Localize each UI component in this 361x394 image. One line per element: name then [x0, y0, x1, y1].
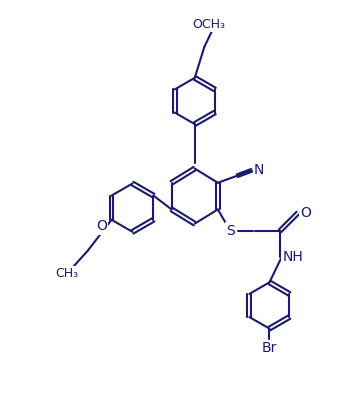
Text: Br: Br: [262, 341, 277, 355]
Text: O: O: [300, 206, 311, 220]
Text: N: N: [253, 164, 264, 177]
Text: OCH₃: OCH₃: [192, 18, 226, 31]
Text: CH₃: CH₃: [55, 267, 78, 280]
Text: NH: NH: [282, 251, 303, 264]
Text: S: S: [226, 224, 235, 238]
Text: O: O: [96, 219, 107, 233]
